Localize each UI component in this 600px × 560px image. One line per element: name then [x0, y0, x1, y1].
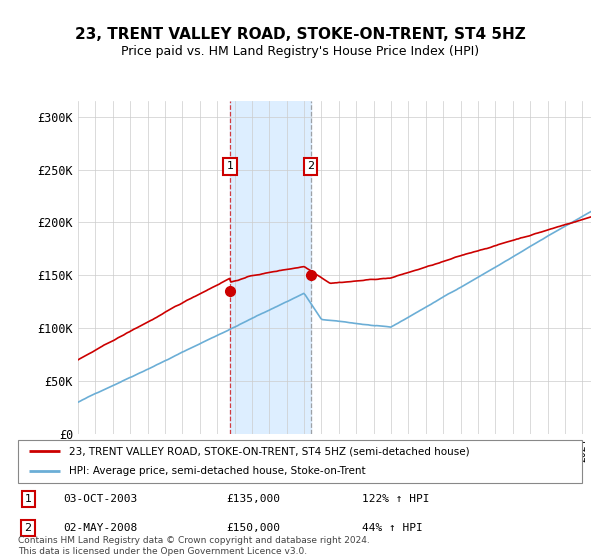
Text: £135,000: £135,000 — [227, 494, 281, 504]
Text: HPI: Average price, semi-detached house, Stoke-on-Trent: HPI: Average price, semi-detached house,… — [69, 466, 365, 476]
Text: £150,000: £150,000 — [227, 524, 281, 533]
Text: 03-OCT-2003: 03-OCT-2003 — [63, 494, 137, 504]
Text: Price paid vs. HM Land Registry's House Price Index (HPI): Price paid vs. HM Land Registry's House … — [121, 45, 479, 58]
Text: 2: 2 — [307, 161, 314, 171]
Text: 122% ↑ HPI: 122% ↑ HPI — [362, 494, 430, 504]
Text: Contains HM Land Registry data © Crown copyright and database right 2024.
This d: Contains HM Land Registry data © Crown c… — [18, 536, 370, 556]
Text: 23, TRENT VALLEY ROAD, STOKE-ON-TRENT, ST4 5HZ: 23, TRENT VALLEY ROAD, STOKE-ON-TRENT, S… — [74, 27, 526, 42]
Bar — [230, 101, 311, 434]
Text: 2: 2 — [25, 524, 32, 533]
Text: 02-MAY-2008: 02-MAY-2008 — [63, 524, 137, 533]
Text: 23, TRENT VALLEY ROAD, STOKE-ON-TRENT, ST4 5HZ (semi-detached house): 23, TRENT VALLEY ROAD, STOKE-ON-TRENT, S… — [69, 446, 469, 456]
Text: 44% ↑ HPI: 44% ↑ HPI — [362, 524, 423, 533]
Text: 1: 1 — [227, 161, 233, 171]
FancyBboxPatch shape — [18, 440, 582, 483]
Text: 1: 1 — [25, 494, 32, 504]
